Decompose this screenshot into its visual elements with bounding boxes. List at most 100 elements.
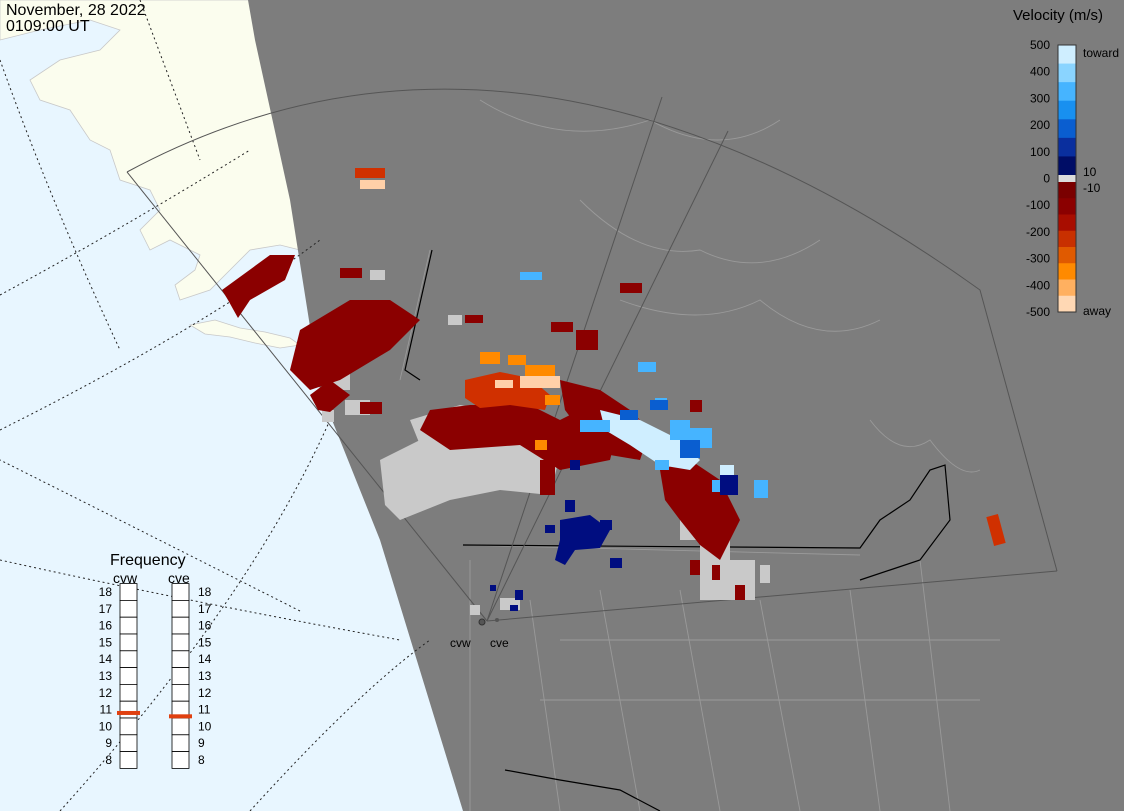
frequency-scale-label: 16 <box>99 619 113 633</box>
frequency-cell <box>171 684 190 702</box>
frequency-cell <box>171 583 190 601</box>
colorbar-segment <box>1058 45 1076 65</box>
frequency-panel: Frequency cvw cve 18 17 16 15 14 13 12 11 10 9 8 18… <box>99 552 212 769</box>
frequency-scale-label: 15 <box>198 635 212 649</box>
colorbar-segment <box>1058 119 1076 139</box>
night-terminator-region <box>248 0 1124 811</box>
station-cvw-label: cvw <box>450 636 471 650</box>
velocity-legend-title: Velocity (m/s) <box>1013 7 1103 24</box>
velocity-tick-label: 100 <box>1030 145 1050 159</box>
frequency-scale-label: 17 <box>99 602 113 616</box>
colorbar-segment <box>1058 279 1076 297</box>
frequency-scale-label: 15 <box>99 635 113 649</box>
frequency-cell <box>119 717 138 736</box>
colorbar-segment <box>1058 263 1076 280</box>
station-cve-label: cve <box>490 636 509 650</box>
frequency-cell <box>119 700 138 719</box>
velocity-away-fast <box>480 352 560 450</box>
velocity-tick-label: -500 <box>1026 305 1050 319</box>
velocity-legend: Velocity (m/s) 500 400 300 200 100 0 -100 -200 -… <box>1013 7 1119 319</box>
frequency-scale-label: 18 <box>99 585 113 599</box>
legend-minus10-label: -10 <box>1083 181 1101 195</box>
field-of-view <box>126 88 1058 622</box>
velocity-tick-label: -400 <box>1026 278 1050 292</box>
velocity-toward-fastest <box>600 410 734 477</box>
velocity-tick-label: -100 <box>1026 198 1050 212</box>
date-label: November, 28 2022 <box>6 2 146 19</box>
frequency-cell <box>119 684 138 702</box>
velocity-away-fastest <box>360 180 560 388</box>
frequency-scale-label: 13 <box>99 669 113 683</box>
frequency-scale-label: 10 <box>198 719 212 733</box>
velocity-tick-label: 200 <box>1030 118 1050 132</box>
frequency-scale-label: 8 <box>105 753 112 767</box>
frequency-scale-label: 11 <box>100 703 113 717</box>
colorbar-segment <box>1058 214 1076 232</box>
frequency-scale-label: 8 <box>198 753 205 767</box>
colorbar-segment <box>1058 182 1076 199</box>
velocity-toward-medium <box>620 400 700 458</box>
station-markers <box>478 618 499 626</box>
frequency-cell <box>119 600 138 618</box>
frequency-scale-label: 9 <box>105 736 112 750</box>
velocity-tick-label: 500 <box>1030 38 1050 52</box>
frequency-columns: 18 17 16 15 14 13 12 11 10 9 8 18 17 16 15 14 13 12 11 10 9 8 <box>99 583 212 769</box>
frequency-cell <box>171 751 190 769</box>
frequency-cell <box>171 616 190 635</box>
frequency-scale-label: 12 <box>99 686 113 700</box>
frequency-scale-label: 9 <box>198 736 205 750</box>
country-borders <box>404 249 951 811</box>
colorbar-segment <box>1058 247 1076 264</box>
frequency-marker-cve <box>169 714 192 719</box>
frequency-cell <box>171 734 190 752</box>
velocity-colorbar <box>1057 44 1077 313</box>
frequency-cell <box>119 633 138 652</box>
frequency-scale-label: 10 <box>99 719 113 733</box>
frequency-cell <box>171 717 190 736</box>
frequency-scale-label: 14 <box>99 652 113 666</box>
frequency-cell <box>119 616 138 635</box>
legend-plus10-label: 10 <box>1083 165 1097 179</box>
frequency-cell <box>171 650 190 668</box>
colorbar-segment <box>1058 295 1076 313</box>
frequency-cell <box>119 667 138 685</box>
frequency-scale-label: 16 <box>198 619 212 633</box>
colorbar-segment <box>1058 63 1076 83</box>
velocity-tick-label: 0 <box>1043 172 1050 186</box>
freq-cve-label: cve <box>168 570 190 586</box>
colorbar-segment <box>1058 100 1076 120</box>
frequency-cell <box>171 667 190 685</box>
velocity-toward-slow <box>490 460 738 611</box>
frequency-scale-label: 14 <box>198 652 212 666</box>
velocity-tick-label: -300 <box>1026 252 1050 266</box>
legend-toward-label: toward <box>1083 46 1119 60</box>
frequency-scale-label: 17 <box>198 602 212 616</box>
colorbar-segment <box>1058 137 1076 157</box>
colorbar-segment <box>1058 230 1076 248</box>
colorbar-segment <box>1058 82 1076 102</box>
frequency-cell <box>119 583 138 601</box>
frequency-cell <box>119 650 138 668</box>
colorbar-segment <box>1058 198 1076 215</box>
colorbar-zero-segment <box>1058 175 1076 182</box>
alaska-landmass <box>0 0 301 301</box>
legend-away-label: away <box>1083 304 1111 318</box>
velocity-tick-labels: 500 400 300 200 100 0 -100 -200 -300 -400 -500 <box>1026 38 1050 319</box>
colorbar-frame <box>1057 44 1077 313</box>
velocity-tick-label: -200 <box>1026 225 1050 239</box>
freq-cvw-label: cvw <box>113 570 138 586</box>
frequency-cell <box>119 734 138 752</box>
frequency-scale-label: 13 <box>198 669 212 683</box>
frequency-cell <box>119 751 138 769</box>
station-cve-marker <box>495 618 499 622</box>
frequency-marker-cvw <box>117 710 140 715</box>
frequency-scale-label: 12 <box>198 686 212 700</box>
velocity-tick-label: 400 <box>1030 65 1050 79</box>
velocity-tick-label: 300 <box>1030 91 1050 105</box>
station-cvw-marker <box>478 618 486 626</box>
frequency-cell <box>171 633 190 652</box>
frequency-title: Frequency <box>110 552 186 569</box>
colorbar-segment <box>1058 156 1076 176</box>
frequency-scale-label: 18 <box>198 585 212 599</box>
